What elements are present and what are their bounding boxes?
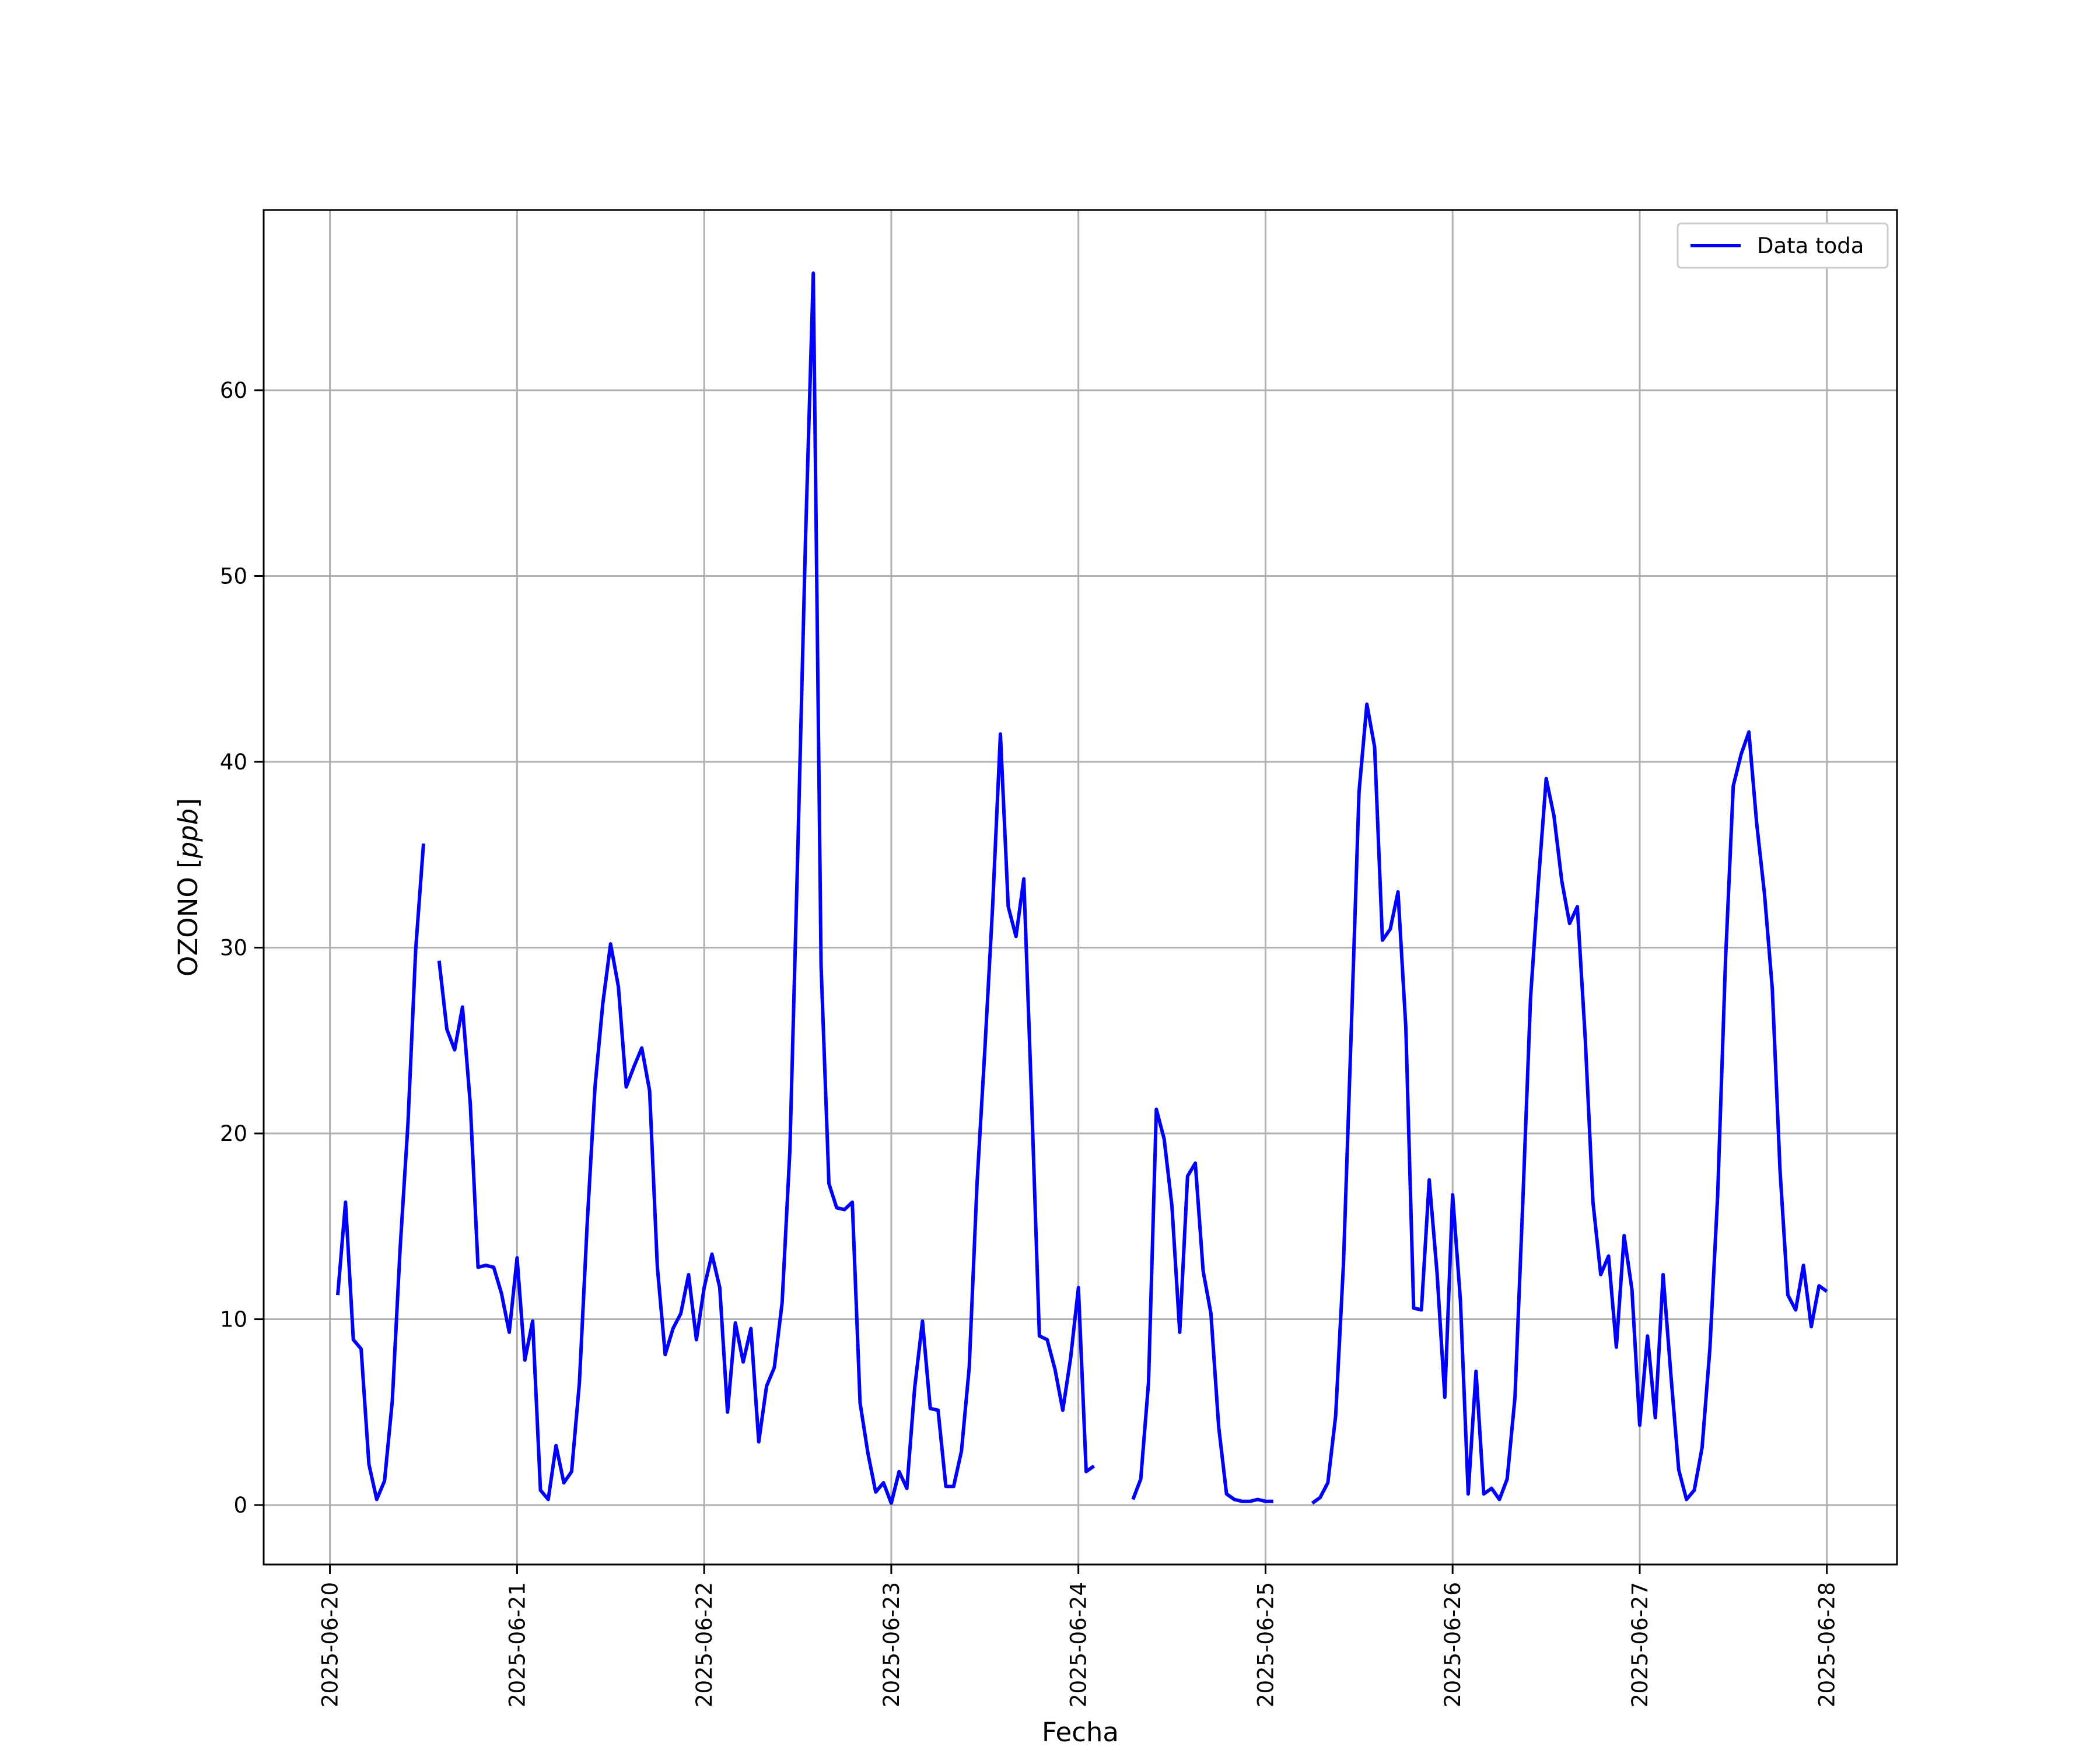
y-tick-label: 10 bbox=[220, 1307, 247, 1332]
series-layer bbox=[336, 271, 1828, 1505]
y-axis-label-main: OZONO [ bbox=[173, 858, 204, 977]
y-tick-label: 20 bbox=[220, 1121, 247, 1146]
y-tick-label: 30 bbox=[220, 936, 247, 961]
x-tick-label: 2025-06-21 bbox=[505, 1582, 530, 1707]
series-line-segment bbox=[336, 843, 425, 1502]
y-axis-label-close: ] bbox=[173, 798, 204, 808]
y-tick-label: 40 bbox=[220, 750, 247, 775]
series-line-segment bbox=[437, 271, 1096, 1505]
x-axis-label: Fecha bbox=[1042, 1717, 1119, 1748]
x-tick-label: 2025-06-22 bbox=[692, 1582, 717, 1707]
legend-entry-data-toda: Data toda bbox=[1757, 233, 1864, 258]
plot-frame bbox=[262, 209, 1898, 1566]
series-line-segment bbox=[1131, 1107, 1273, 1503]
x-tick-label: 2025-06-24 bbox=[1066, 1582, 1091, 1707]
y-axis-label-unit: ppb bbox=[173, 808, 204, 859]
x-tick-label: 2025-06-27 bbox=[1628, 1582, 1653, 1707]
legend: Data toda bbox=[1676, 222, 1889, 269]
y-tick-label: 60 bbox=[220, 378, 247, 403]
x-tick-label: 2025-06-23 bbox=[879, 1582, 904, 1707]
y-axis: 0 10 20 30 40 50 60 bbox=[220, 378, 264, 1518]
y-axis-label: OZONO [ppb] bbox=[173, 798, 204, 977]
x-tick-label: 2025-06-26 bbox=[1440, 1582, 1465, 1707]
y-tick-label: 50 bbox=[220, 564, 247, 589]
x-tick-label: 2025-06-28 bbox=[1815, 1582, 1840, 1707]
x-tick-label: 2025-06-25 bbox=[1253, 1582, 1278, 1707]
legend-box bbox=[1676, 222, 1889, 269]
x-tick-label: 2025-06-20 bbox=[318, 1582, 343, 1707]
x-axis: 2025-06-20 2025-06-21 2025-06-22 2025-06-23… bbox=[318, 1564, 1840, 1707]
y-tick-label: 0 bbox=[233, 1493, 247, 1518]
series-line-segment bbox=[1311, 702, 1828, 1505]
